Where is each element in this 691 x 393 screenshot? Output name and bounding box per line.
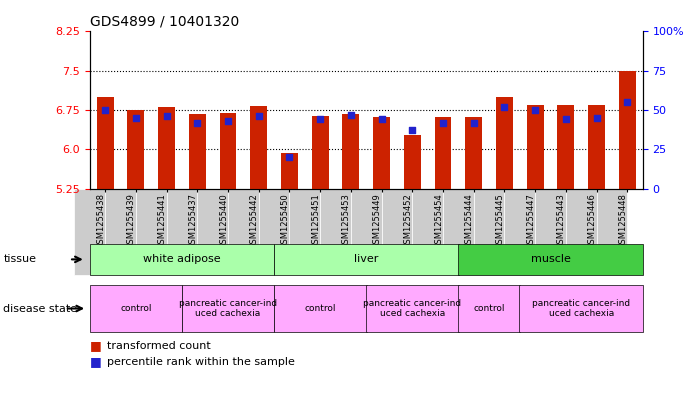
Bar xyxy=(373,117,390,189)
Point xyxy=(223,118,234,124)
Bar xyxy=(189,114,206,189)
Bar xyxy=(366,31,397,189)
Point xyxy=(131,115,142,121)
Bar xyxy=(97,97,113,189)
Point xyxy=(161,113,172,119)
Point xyxy=(346,112,357,118)
Text: control: control xyxy=(305,304,336,313)
Bar xyxy=(120,31,151,189)
Point xyxy=(192,119,203,126)
Bar xyxy=(558,105,574,189)
Text: muscle: muscle xyxy=(531,254,571,264)
Bar xyxy=(312,116,329,189)
Text: control: control xyxy=(120,304,151,313)
Text: pancreatic cancer-ind
uced cachexia: pancreatic cancer-ind uced cachexia xyxy=(363,299,462,318)
Bar xyxy=(435,117,451,189)
Bar xyxy=(581,31,612,189)
Point xyxy=(284,154,295,160)
Bar xyxy=(250,107,267,189)
Bar xyxy=(281,153,298,189)
Point xyxy=(529,107,540,113)
Bar xyxy=(336,31,366,189)
Text: percentile rank within the sample: percentile rank within the sample xyxy=(107,356,295,367)
Point xyxy=(622,99,633,105)
Bar xyxy=(127,110,144,189)
Text: tissue: tissue xyxy=(3,254,37,264)
Bar xyxy=(496,97,513,189)
Bar xyxy=(90,31,120,189)
Point xyxy=(499,104,510,110)
Bar xyxy=(465,117,482,189)
Bar xyxy=(213,31,243,189)
Bar xyxy=(489,31,520,189)
Text: ■: ■ xyxy=(90,355,102,368)
Text: liver: liver xyxy=(354,254,379,264)
Bar xyxy=(612,31,643,189)
Point xyxy=(100,107,111,113)
Bar xyxy=(243,31,274,189)
Bar xyxy=(520,31,551,189)
Point xyxy=(437,119,448,126)
Point xyxy=(314,116,325,123)
Bar xyxy=(551,31,581,189)
Bar xyxy=(619,71,636,189)
Point xyxy=(376,116,387,123)
Text: pancreatic cancer-ind
uced cachexia: pancreatic cancer-ind uced cachexia xyxy=(532,299,630,318)
Bar xyxy=(274,31,305,189)
Bar xyxy=(182,31,213,189)
Point xyxy=(591,115,602,121)
Bar xyxy=(220,113,236,189)
Bar xyxy=(305,31,336,189)
Text: transformed count: transformed count xyxy=(107,341,211,351)
Point xyxy=(560,116,571,123)
Bar xyxy=(458,31,489,189)
Bar xyxy=(343,114,359,189)
Text: disease state: disease state xyxy=(3,303,77,314)
Bar xyxy=(527,105,544,189)
Bar xyxy=(588,105,605,189)
Bar xyxy=(397,31,428,189)
Text: pancreatic cancer-ind
uced cachexia: pancreatic cancer-ind uced cachexia xyxy=(179,299,277,318)
Text: white adipose: white adipose xyxy=(143,254,221,264)
Bar xyxy=(158,107,175,189)
Point xyxy=(407,127,418,134)
Text: GDS4899 / 10401320: GDS4899 / 10401320 xyxy=(90,15,239,29)
Bar xyxy=(404,135,421,189)
Bar xyxy=(151,31,182,189)
Text: control: control xyxy=(473,304,505,313)
Point xyxy=(253,113,264,119)
Bar xyxy=(428,31,458,189)
Point xyxy=(468,119,480,126)
Text: ■: ■ xyxy=(90,339,102,353)
